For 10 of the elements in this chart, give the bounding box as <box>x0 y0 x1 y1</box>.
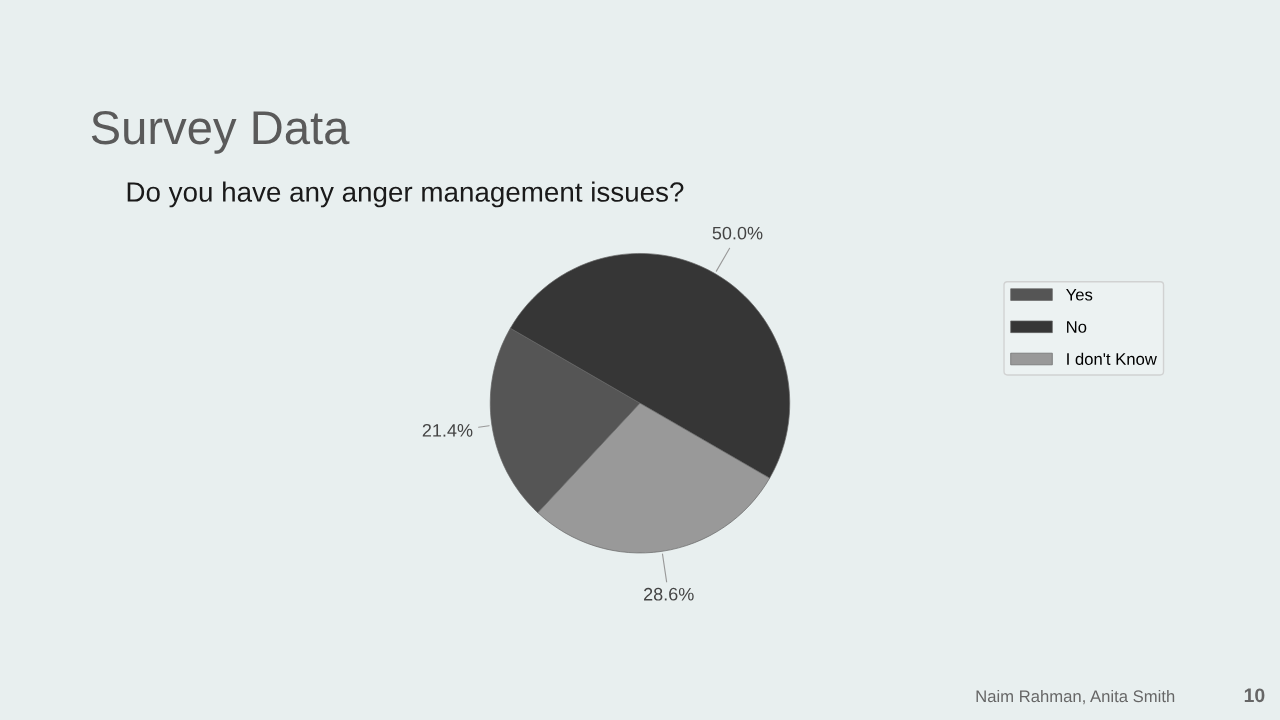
legend-label: Yes <box>1066 288 1093 301</box>
data-label: 50.0% <box>712 226 763 240</box>
text: 10 <box>1244 688 1265 703</box>
data-label: 21.4% <box>422 423 473 437</box>
data-label: 28.6% <box>644 587 694 601</box>
legend-label: I don't Know <box>1067 352 1157 365</box>
chart-title: Survey Data <box>91 111 350 154</box>
legend-label: No <box>1067 321 1087 333</box>
text: Naim Rahman, Anita Smith <box>976 689 1175 705</box>
chart-subtitle: Do you have any anger management issues? <box>127 181 684 208</box>
